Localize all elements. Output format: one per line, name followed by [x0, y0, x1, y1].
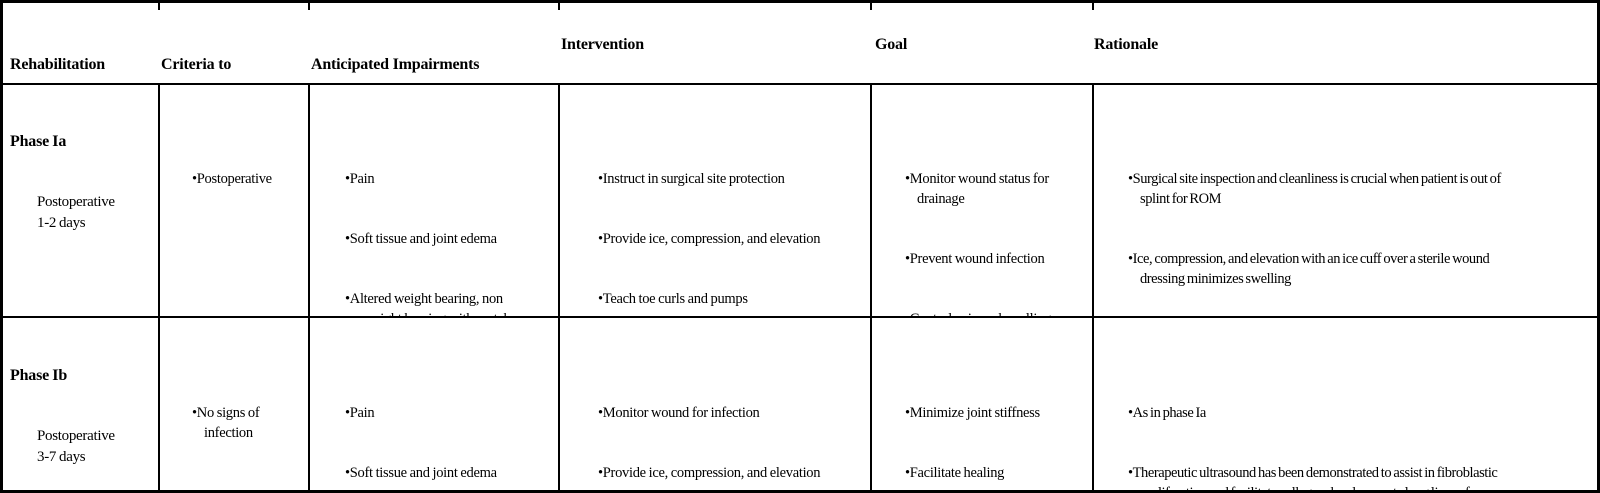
header-rationale: Rationale: [1092, 3, 1597, 85]
rationale-list: Surgical site inspection and cleanliness…: [1128, 129, 1597, 316]
header-rehabilitation-phase: Rehabilitation Phase: [3, 3, 158, 85]
column-rule-stub: [1092, 3, 1094, 10]
phase-title: Phase Ib: [10, 367, 68, 384]
impairments-list: Pain Soft tissue and joint edema Altered…: [345, 363, 558, 490]
bullet-item: No signs of infection: [192, 403, 308, 443]
criteria-list: Postoperative: [192, 129, 308, 229]
criteria-list: No signs of infection: [192, 363, 308, 483]
bullet-item: Soft tissue and joint edema: [345, 229, 558, 249]
goal-list: Minimize joint stiffness Facilitate heal…: [905, 363, 1092, 490]
goal-cell-ia: Monitor wound status for drainage Preven…: [870, 85, 1092, 318]
criteria-cell-ib: No signs of infection: [158, 318, 308, 490]
bullet-item: Monitor wound for infection: [598, 403, 870, 423]
rationale-text: Therapeutic ultrasound has been demonstr…: [1132, 465, 1498, 490]
phase-title: Phase Ia: [10, 133, 67, 150]
intervention-cell-ia: Instruct in surgical site protection Pro…: [558, 85, 870, 318]
intervention-list-primary: Instruct in surgical site protection Pro…: [598, 129, 870, 316]
impairments-cell-ib: Pain Soft tissue and joint edema Altered…: [308, 318, 558, 490]
bullet-item: Prevent wound infection: [905, 249, 1092, 269]
header-criteria-to-progress: Criteria to Progress to This Phase: [158, 3, 308, 85]
header-anticipated-impairments: Anticipated Impairments and Functional L…: [308, 3, 558, 85]
bullet-item: Minimize joint stiffness: [905, 403, 1092, 423]
header-goal: Goal: [870, 3, 1092, 85]
column-rule-stub: [158, 3, 160, 10]
bullet-item: As in phase Ia: [1128, 403, 1597, 423]
bullet-item: Pain: [345, 169, 558, 189]
column-rule-stub: [308, 3, 310, 10]
rationale-cell-ib: As in phase Ia Therapeutic ultrasound ha…: [1092, 318, 1597, 490]
bullet-item: Pain: [345, 403, 558, 423]
intervention-list: Monitor wound for infection Provide ice,…: [598, 363, 870, 490]
rationale-cell-ia: Surgical site inspection and cleanliness…: [1092, 85, 1597, 318]
phase-subtitle: Postoperative 1-2 days: [37, 194, 115, 231]
bullet-item: Provide ice, compression, and elevation: [598, 229, 870, 249]
bullet-item: Monitor wound status for drainage: [905, 169, 1092, 209]
bullet-item: Teach toe curls and pumps: [598, 289, 870, 309]
bullet-item: Instruct in surgical site protection: [598, 169, 870, 189]
bullet-item: Postoperative: [192, 169, 308, 189]
bullet-item: Ice, compression, and elevation with an …: [1128, 249, 1597, 289]
header-line: Rehabilitation: [10, 56, 105, 73]
header-intervention: Intervention: [558, 3, 870, 85]
bullet-item: Facilitate healing: [905, 463, 1092, 483]
header-line: Anticipated Impairments: [311, 56, 480, 73]
criteria-cell-ia: Postoperative: [158, 85, 308, 318]
column-rule-stub: [558, 3, 560, 10]
bullet-item: Surgical site inspection and cleanliness…: [1128, 169, 1597, 209]
bullet-item: Soft tissue and joint edema: [345, 463, 558, 483]
bullet-item: Therapeutic ultrasound has been demonstr…: [1128, 463, 1597, 490]
phase-subtitle: Postoperative 3-7 days: [37, 428, 115, 465]
column-rule-stub: [870, 3, 872, 10]
bullet-item: Control pain and swelling: [905, 309, 1092, 316]
header-line: Criteria to: [161, 56, 232, 73]
impairments-cell-ia: Pain Soft tissue and joint edema Altered…: [308, 85, 558, 318]
impairments-list: Pain Soft tissue and joint edema Altered…: [345, 129, 558, 316]
phase-ib-cell: Phase Ib Postoperative 3-7 days: [3, 318, 158, 490]
bullet-item: Provide ice, compression, and elevation: [598, 463, 870, 483]
rationale-list: As in phase Ia Therapeutic ultrasound ha…: [1128, 363, 1597, 490]
goal-cell-ib: Minimize joint stiffness Facilitate heal…: [870, 318, 1092, 490]
intervention-cell-ib: Monitor wound for infection Provide ice,…: [558, 318, 870, 490]
bullet-item: Altered weight bearing, non –weight bear…: [345, 289, 558, 316]
phase-ia-cell: Phase Ia Postoperative 1-2 days: [3, 85, 158, 318]
goal-list: Monitor wound status for drainage Preven…: [905, 129, 1092, 316]
